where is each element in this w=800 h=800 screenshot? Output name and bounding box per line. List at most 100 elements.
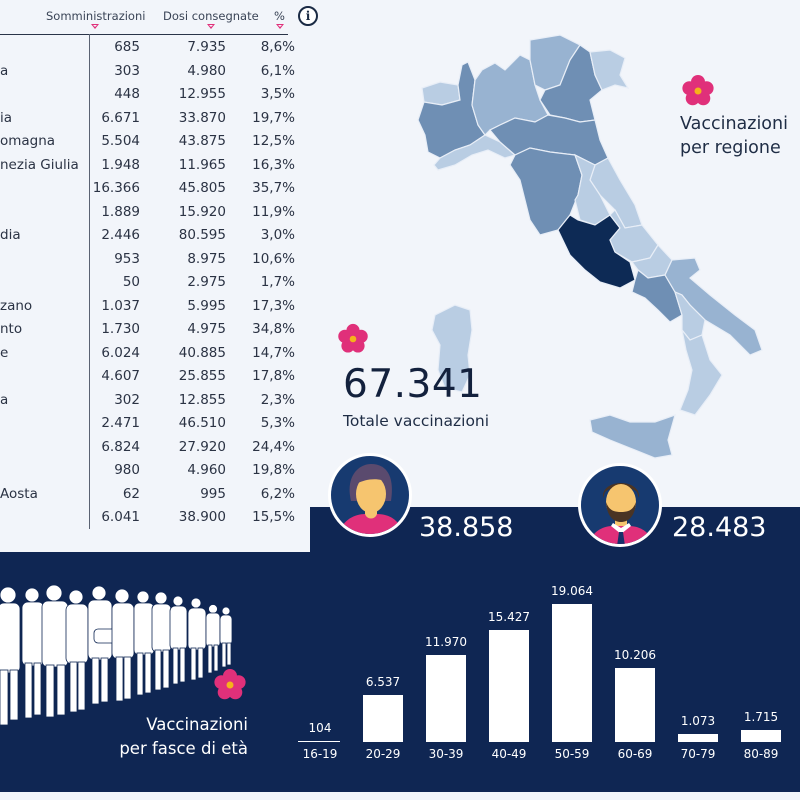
table-row[interactable]: dia 2.446 80.595 3,0%	[0, 225, 310, 249]
bar[interactable]	[741, 730, 781, 742]
percentuale-cell: 12,5%	[252, 133, 295, 149]
percentuale-cell: 6,1%	[260, 62, 295, 79]
bar-value-label: 11.970	[425, 635, 467, 649]
flower-icon	[682, 75, 714, 106]
percentuale-cell: 15,5%	[252, 509, 295, 525]
region-name: nto	[0, 321, 23, 337]
somministrazioni-cell: 2.471	[101, 415, 140, 431]
table-row[interactable]: Aosta 62 995 6,2%	[0, 484, 310, 508]
bar[interactable]	[298, 741, 340, 742]
bar-value-label: 1.073	[680, 714, 716, 728]
somministrazioni-cell: 448	[114, 86, 140, 102]
dosi-consegnate-cell: 11.965	[178, 156, 226, 173]
sort-triangle-icon[interactable]	[91, 24, 99, 29]
somministrazioni-cell: 1.889	[101, 203, 140, 220]
table-row[interactable]: zano 1.037 5.995 17,3%	[0, 296, 310, 320]
dosi-consegnate-cell: 5.995	[187, 297, 226, 314]
bar-value-label: 104	[308, 721, 332, 735]
percentuale-cell: 10,6%	[252, 250, 295, 267]
info-icon[interactable]: i	[298, 6, 318, 26]
table-row[interactable]: 448 12.955 3,5%	[0, 84, 310, 108]
female-count: 38.858	[419, 512, 514, 543]
header-dosi-consegnate[interactable]: Dosi consegnate	[163, 9, 259, 29]
header-percentuale[interactable]: %	[274, 9, 285, 29]
percentuale-cell: 24,4%	[252, 438, 295, 455]
region-sardegna[interactable]	[431, 304, 473, 393]
table-row[interactable]: 1.889 15.920 11,9%	[0, 202, 310, 226]
table-header: Somministrazioni Dosi consegnate %	[0, 6, 310, 36]
bar[interactable]	[489, 630, 529, 742]
dosi-consegnate-cell: 27.920	[178, 438, 226, 455]
bar-category-label: 20-29	[365, 747, 401, 761]
header-somministrazioni[interactable]: Somministrazioni	[46, 9, 145, 29]
region-friuli[interactable]	[589, 49, 630, 91]
bar-group: 1.715 80-89	[741, 570, 781, 785]
bar[interactable]	[363, 695, 403, 742]
somministrazioni-cell: 303	[114, 62, 140, 79]
sort-triangle-icon[interactable]	[207, 24, 215, 29]
region-name: a	[0, 391, 9, 408]
bar[interactable]	[426, 655, 466, 742]
dosi-consegnate-cell: 7.935	[187, 39, 226, 55]
bar-value-label: 1.715	[743, 710, 779, 724]
somministrazioni-cell: 1.948	[101, 156, 140, 173]
bar-group: 1.073 70-79	[678, 570, 718, 785]
region-name: dia	[0, 227, 21, 243]
percentuale-cell: 3,5%	[260, 86, 295, 102]
region-veneto[interactable]	[539, 44, 603, 123]
table-row[interactable]: a 302 12.855 2,3%	[0, 390, 310, 414]
table-row[interactable]: e 6.024 40.885 14,7%	[0, 343, 310, 367]
table-row[interactable]: nezia Giulia 1.948 11.965 16,3%	[0, 155, 310, 179]
dosi-consegnate-cell: 4.975	[187, 321, 226, 337]
percentuale-cell: 5,3%	[260, 415, 295, 431]
table-row[interactable]: 50 2.975 1,7%	[0, 272, 310, 296]
table-row[interactable]: 4.607 25.855 17,8%	[0, 366, 310, 390]
sort-triangle-icon[interactable]	[276, 24, 284, 29]
table-row[interactable]: 685 7.935 8,6%	[0, 37, 310, 61]
somministrazioni-cell: 953	[114, 250, 140, 267]
dosi-consegnate-cell: 25.855	[178, 368, 226, 384]
table-row[interactable]: 6.824 27.920 24,4%	[0, 437, 310, 461]
header-label: Dosi consegnate	[163, 9, 259, 23]
bar-group: 104 16-19	[298, 570, 340, 785]
bar-category-label: 16-19	[302, 747, 338, 761]
bar[interactable]	[552, 604, 592, 742]
table-row[interactable]: nto 1.730 4.975 34,8%	[0, 319, 310, 343]
dosi-consegnate-cell: 46.510	[178, 415, 226, 431]
table-row[interactable]: 953 8.975 10,6%	[0, 249, 310, 273]
map-title: Vaccinazioni per regione	[680, 112, 788, 160]
dosi-consegnate-cell: 80.595	[178, 227, 226, 243]
bar[interactable]	[615, 668, 655, 742]
percentuale-cell: 16,3%	[252, 156, 295, 173]
table-row[interactable]: 2.471 46.510 5,3%	[0, 413, 310, 437]
bar-category-label: 30-39	[428, 747, 464, 761]
percentuale-cell: 11,9%	[252, 203, 295, 220]
flower-icon	[214, 669, 246, 700]
table-row[interactable]: 980 4.960 19,8%	[0, 460, 310, 484]
dosi-consegnate-cell: 995	[200, 485, 226, 502]
percentuale-cell: 2,3%	[260, 391, 295, 408]
table-row[interactable]: omagna 5.504 43.875 12,5%	[0, 131, 310, 155]
somministrazioni-cell: 302	[114, 391, 140, 408]
bar-value-label: 15.427	[488, 610, 530, 624]
bar-value-label: 6.537	[365, 675, 401, 689]
dosi-consegnate-cell: 8.975	[187, 250, 226, 267]
table-row[interactable]: 16.366 45.805 35,7%	[0, 178, 310, 202]
table-row[interactable]: a 303 4.980 6,1%	[0, 61, 310, 85]
percentuale-cell: 34,8%	[252, 321, 295, 337]
table-row[interactable]: 6.041 38.900 15,5%	[0, 507, 310, 531]
flower-icon	[338, 323, 368, 353]
bar-group: 6.537 20-29	[363, 570, 403, 785]
somministrazioni-cell: 2.446	[101, 227, 140, 243]
somministrazioni-cell: 6.024	[101, 344, 140, 361]
region-liguria[interactable]	[433, 134, 517, 171]
region-sicilia[interactable]	[589, 414, 676, 459]
column-divider	[89, 34, 90, 529]
bar[interactable]	[678, 734, 718, 742]
bar-value-label: 19.064	[551, 584, 593, 598]
bar-category-label: 80-89	[743, 747, 779, 761]
somministrazioni-cell: 50	[122, 274, 140, 290]
age-chart-title: Vaccinazioni per fasce di età	[112, 713, 248, 761]
region-calabria[interactable]	[679, 329, 723, 416]
table-row[interactable]: ia 6.671 33.870 19,7%	[0, 108, 310, 132]
